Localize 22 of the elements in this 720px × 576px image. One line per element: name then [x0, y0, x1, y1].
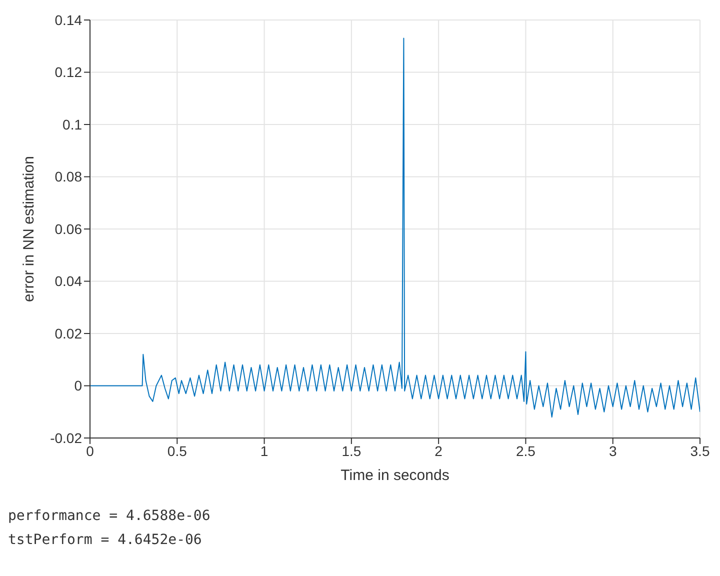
x-tick-label: 0: [86, 442, 94, 459]
y-tick-label: -0.02: [50, 430, 82, 446]
text: performance = 4.6588e-06: [8, 507, 212, 526]
x-tick-label: 1: [260, 442, 268, 459]
y-tick-label: 0.02: [54, 325, 82, 342]
x-tick-label: 3: [608, 442, 617, 459]
y-tick-label: 0.04: [54, 273, 82, 290]
text: tstPerform = 4.6452e-06: [8, 531, 203, 550]
x-tick-label: 2.5: [516, 442, 536, 459]
y-tick-label: 0.1: [62, 116, 82, 132]
x-tick-label: 2: [434, 442, 443, 459]
x-tick-label: 0.5: [167, 442, 188, 459]
x-tick-label: 3.5: [690, 442, 710, 459]
y-tick-label: 0.12: [54, 64, 82, 80]
y-tick-label: 0: [74, 378, 82, 394]
y-tick-label: 0.08: [54, 168, 82, 185]
x-tick-label: 1.5: [342, 442, 362, 459]
y-axis-title: error in NN estimation: [20, 156, 38, 302]
y-tick-label: 0.06: [54, 220, 82, 237]
x-axis-title: Time in seconds: [340, 467, 450, 484]
line-series: [90, 38, 700, 418]
y-tick-label: 0.14: [54, 12, 82, 28]
